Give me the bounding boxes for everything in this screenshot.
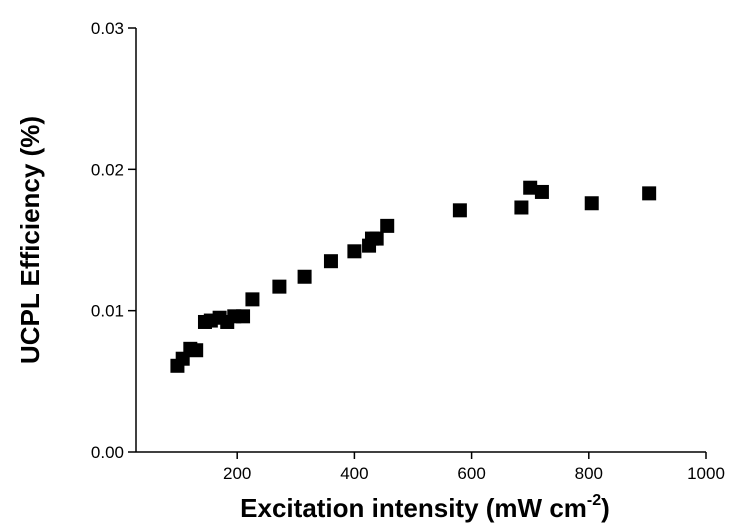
y-axis-title: UCPL Efficiency (%) [15, 116, 45, 364]
data-point [236, 309, 251, 324]
x-tick-label: 200 [223, 464, 251, 483]
data-point [642, 186, 657, 201]
data-point [272, 279, 287, 294]
x-tick-label: 600 [457, 464, 485, 483]
data-points [170, 180, 657, 373]
x-axis-ticks: 200 400 600 800 1000 [223, 452, 725, 483]
data-point [369, 231, 384, 246]
data-point [523, 180, 538, 195]
data-point [380, 218, 395, 233]
x-axis-title: Excitation intensity (mW cm-2) [240, 492, 610, 523]
data-point [534, 184, 549, 199]
y-tick-label: 0.00 [91, 443, 124, 462]
y-tick-label: 0.03 [91, 19, 124, 38]
x-axis-title-superscript: -2 [587, 492, 601, 509]
x-axis-title-suffix: ) [601, 493, 610, 523]
data-point [452, 203, 467, 218]
data-point [245, 292, 260, 307]
x-tick-label: 800 [575, 464, 603, 483]
y-tick-label: 0.02 [91, 160, 124, 179]
data-point [347, 244, 362, 259]
data-point [514, 200, 529, 215]
data-point [189, 343, 204, 358]
x-tick-label: 400 [340, 464, 368, 483]
data-point [584, 196, 599, 211]
x-axis-title-main: Excitation intensity (mW cm [240, 493, 587, 523]
data-point [323, 254, 338, 269]
y-tick-label: 0.01 [91, 302, 124, 321]
x-tick-label: 1000 [687, 464, 725, 483]
data-point [297, 269, 312, 284]
y-axis-ticks: 0.00 0.01 0.02 0.03 [91, 19, 136, 462]
